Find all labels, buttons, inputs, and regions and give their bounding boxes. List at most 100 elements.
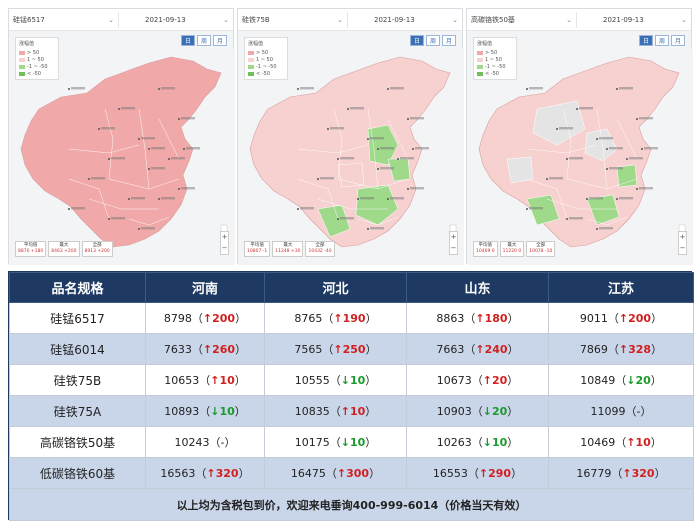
zoom-in-icon[interactable]: + <box>221 233 228 241</box>
price-change: 10 <box>491 436 508 449</box>
arrow-down-icon: ↓ <box>482 436 492 449</box>
price-cell-shandong: 10673（↑20） <box>406 364 549 396</box>
product-select[interactable]: 硅锰6517 ⌄ <box>9 11 119 28</box>
tab-month[interactable]: 月 <box>213 34 227 46</box>
period-tabs: 日周月 <box>238 31 462 49</box>
arrow-up-icon: ↑ <box>336 467 347 480</box>
arrow-down-icon: ↓ <box>340 374 350 387</box>
tab-week[interactable]: 周 <box>197 34 211 46</box>
map-stat: 平均值 8870 +180 <box>15 241 47 257</box>
arrow-down-icon: ↓ <box>210 405 220 418</box>
zoom-in-icon[interactable]: + <box>679 233 686 241</box>
product-select[interactable]: 硅铁75B ⌄ <box>238 11 348 28</box>
price-cell-shandong: 8863（↑180） <box>406 302 549 334</box>
period-tabs: 日周月 <box>467 31 691 49</box>
arrow-down-icon: ↓ <box>626 374 636 387</box>
price-value: 10673 <box>436 374 472 387</box>
col-header-product: 品名规格 <box>9 272 146 303</box>
price-cell-hebei: 10835（↑10） <box>264 395 407 427</box>
table-header-row: 品名规格 河南 河北 山东 江苏 <box>9 272 694 303</box>
zoom-out-icon[interactable]: − <box>679 244 686 252</box>
price-change: 260 <box>212 343 236 356</box>
zoom-out-icon[interactable]: − <box>450 244 457 252</box>
china-price-map[interactable] <box>467 49 693 265</box>
table-row: 硅铁75B 10653（↑10） 10555（↓10） 10673（↑20） 10849… <box>9 364 694 396</box>
col-header-hebei: 河北 <box>264 272 407 303</box>
table-row: 硅锰6517 8798（↑200） 8765（↑190） 8863（↑180） 9011… <box>9 302 694 334</box>
price-table: 品名规格 河南 河北 山东 江苏 硅锰6517 8798（↑200） 8765（↑1… <box>8 271 694 521</box>
map-toolbar: 硅铁75B ⌄ 2021-09-13 ⌄ <box>238 9 462 31</box>
price-value: 7565 <box>294 343 323 356</box>
zoom-out-icon[interactable]: − <box>221 244 228 252</box>
price-change: 20 <box>491 405 508 418</box>
price-value: 7633 <box>163 343 192 356</box>
price-cell-henan: 10243（-） <box>145 426 265 458</box>
table-row: 硅锰6014 7633（↑260） 7565（↑250） 7663（↑240） 7869… <box>9 333 694 365</box>
table-row: 低碳铬铁60基 16563（↑320） 16475（↑300） 16553（↑290）… <box>9 457 694 489</box>
table-row: 硅铁75A 10893（↓10） 10835（↑10） 10903（↓20） 11099… <box>9 395 694 427</box>
china-price-map[interactable] <box>238 49 464 265</box>
date-select[interactable]: 2021-09-13 ⌄ <box>145 15 229 24</box>
zoom-control[interactable]: + − <box>449 231 458 255</box>
map-canvas[interactable] <box>238 49 464 265</box>
map-toolbar: 硅锰6517 ⌄ 2021-09-13 ⌄ <box>9 9 233 31</box>
legend-item: > 50 <box>19 49 55 56</box>
price-value: 10653 <box>164 374 200 387</box>
map-canvas[interactable] <box>9 49 235 265</box>
map-legend: 涨幅值 > 50 1 ~ 50 -1 ~ -50 < -50 <box>473 37 517 80</box>
footer-note: 以上均为含税包到价，欢迎来电垂询400-999-6014（价格当天有效） <box>9 488 694 521</box>
price-change: - <box>220 436 225 449</box>
price-change: 10 <box>635 436 651 449</box>
price-change: 20 <box>635 374 651 387</box>
price-cell-jiangsu: 10469（↑10） <box>548 426 694 458</box>
map-stats: 平均值 10469 0 最大 11220 0 全部 10078 -10 <box>473 241 556 257</box>
product-select[interactable]: 高碳铬铁50基 ⌄ <box>467 11 577 28</box>
china-price-map[interactable] <box>9 49 235 265</box>
tab-week[interactable]: 周 <box>426 34 440 46</box>
price-change: 328 <box>628 343 652 356</box>
price-change: 250 <box>342 343 366 356</box>
price-value: 10263 <box>436 436 472 449</box>
price-value: 10903 <box>436 405 472 418</box>
date-select[interactable]: 2021-09-13 ⌄ <box>603 15 687 24</box>
tab-day[interactable]: 日 <box>410 34 424 46</box>
arrow-up-icon: ↑ <box>210 374 220 387</box>
chevron-down-icon: ⌄ <box>337 15 343 24</box>
price-change: 320 <box>215 467 239 480</box>
legend-item: -1 ~ -50 <box>248 63 284 70</box>
legend-item: > 50 <box>477 49 513 56</box>
price-value: 10893 <box>164 405 200 418</box>
map-canvas[interactable] <box>467 49 693 265</box>
price-value: 7869 <box>579 343 608 356</box>
tab-month[interactable]: 月 <box>442 34 456 46</box>
tab-day[interactable]: 日 <box>181 34 195 46</box>
chevron-down-icon: ⌄ <box>452 15 458 24</box>
price-change: 190 <box>342 312 366 325</box>
tab-day[interactable]: 日 <box>639 34 653 46</box>
product-name: 低碳铬铁60基 <box>9 457 146 489</box>
map-stat: 最大 11248 +30 <box>272 241 304 257</box>
price-value: 10849 <box>580 374 616 387</box>
date-select[interactable]: 2021-09-13 ⌄ <box>374 15 458 24</box>
price-cell-henan: 8798（↑200） <box>145 302 265 334</box>
tab-week[interactable]: 周 <box>655 34 669 46</box>
map-stats: 平均值 10807 -1 最大 11248 +30 全部 10432 -40 <box>244 241 335 257</box>
legend-item: -1 ~ -50 <box>477 63 513 70</box>
price-change: 10 <box>219 405 235 418</box>
zoom-control[interactable]: + − <box>220 231 229 255</box>
product-name: 硅铁75B <box>9 364 146 396</box>
arrow-up-icon: ↑ <box>202 312 213 325</box>
zoom-in-icon[interactable]: + <box>450 233 457 241</box>
price-value: 9011 <box>579 312 608 325</box>
zoom-control[interactable]: + − <box>678 231 687 255</box>
chevron-down-icon: ⌄ <box>223 15 229 24</box>
price-cell-hebei: 7565（↑250） <box>264 333 407 365</box>
price-cell-shandong: 7663（↑240） <box>406 333 549 365</box>
price-cell-henan: 7633（↑260） <box>145 333 265 365</box>
arrow-up-icon: ↑ <box>206 467 216 480</box>
map-stat: 全部 8913 +200 <box>81 241 113 257</box>
price-cell-hebei: 10175（↓10） <box>264 426 407 458</box>
col-header-jiangsu: 江苏 <box>548 272 694 303</box>
arrow-up-icon: ↑ <box>340 405 350 418</box>
tab-month[interactable]: 月 <box>671 34 685 46</box>
